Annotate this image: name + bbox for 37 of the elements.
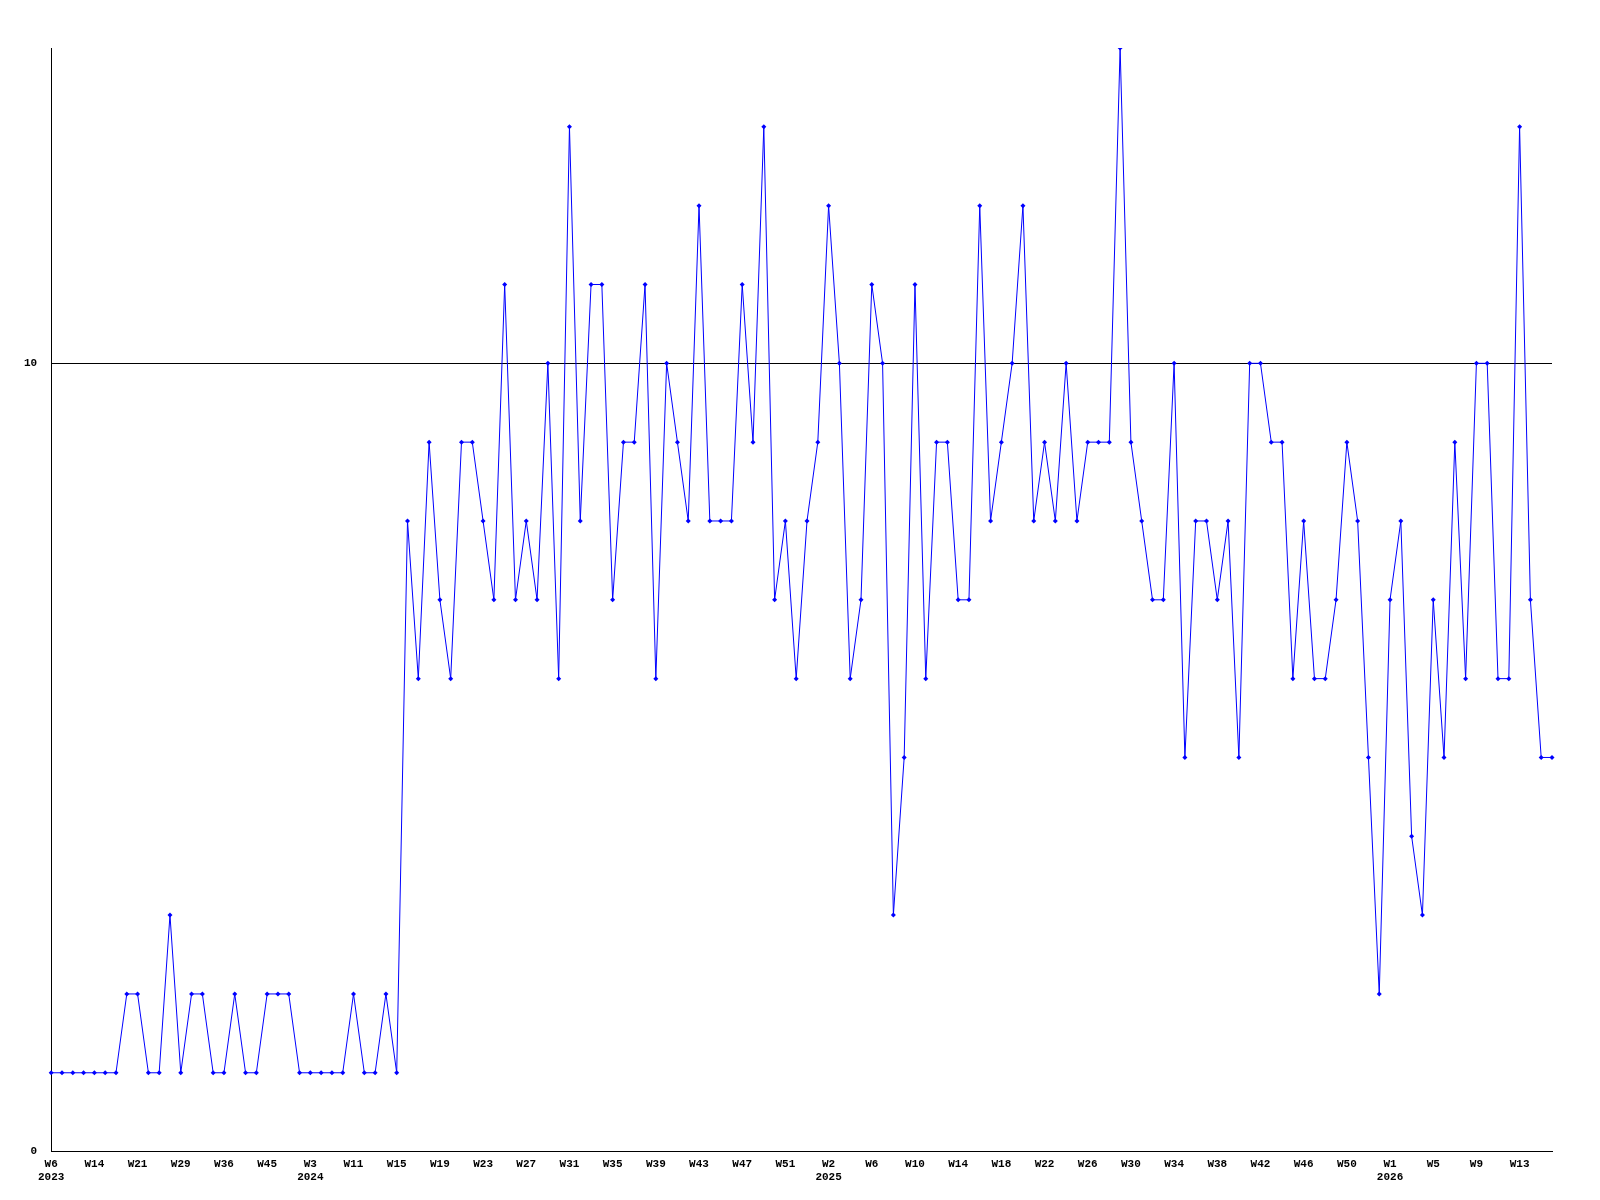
x-tick-label: W5: [1426, 1157, 1441, 1170]
x-tick-label: W45: [257, 1157, 278, 1170]
x-tick-label: W11: [343, 1157, 364, 1170]
x-tick-label: W34: [1164, 1157, 1185, 1170]
x-tick-label: W43: [689, 1157, 710, 1170]
x-tick-label: W36: [214, 1157, 234, 1170]
x-tick-label: W14: [84, 1157, 105, 1170]
x-tick-label: W50: [1336, 1157, 1357, 1170]
x-tick-label: W46: [1293, 1157, 1314, 1170]
x-tick-label: W14: [948, 1157, 969, 1170]
x-tick-label: W35: [602, 1157, 623, 1170]
x-tick-label: W26: [1077, 1157, 1098, 1170]
x-tick-label: W42: [1250, 1157, 1271, 1170]
x-tick-label: W22: [1034, 1157, 1055, 1170]
x-tick-label: W10: [905, 1157, 925, 1170]
x-tick-label: W23: [473, 1157, 494, 1170]
x-tick-label: W9: [1469, 1157, 1484, 1170]
x-tick-label: W1 2026: [1376, 1157, 1404, 1184]
x-tick-label: W38: [1207, 1157, 1228, 1170]
x-tick-label: W47: [732, 1157, 753, 1170]
x-tick-label: W27: [516, 1157, 537, 1170]
x-tick-label: W29: [170, 1157, 191, 1170]
x-tick-label: W18: [991, 1157, 1012, 1170]
y-tick-label: 10: [24, 357, 38, 370]
x-tick-label: W39: [645, 1157, 666, 1170]
x-tick-label: W2 2025: [815, 1157, 843, 1184]
x-tick-label: W51: [775, 1157, 796, 1170]
x-tick-label: W3 2024: [297, 1157, 324, 1184]
y-tick-label: 0: [30, 1145, 38, 1158]
x-tick-label: W30: [1121, 1157, 1141, 1170]
x-tick-label: W21: [127, 1157, 148, 1170]
x-tick-label: W13: [1509, 1157, 1530, 1170]
x-tick-label: W6: [865, 1157, 879, 1170]
x-tick-label: W6 2023: [38, 1157, 65, 1184]
x-tick-label: W19: [429, 1157, 450, 1170]
x-tick-label: W15: [386, 1157, 408, 1170]
x-tick-label: W31: [559, 1157, 580, 1170]
